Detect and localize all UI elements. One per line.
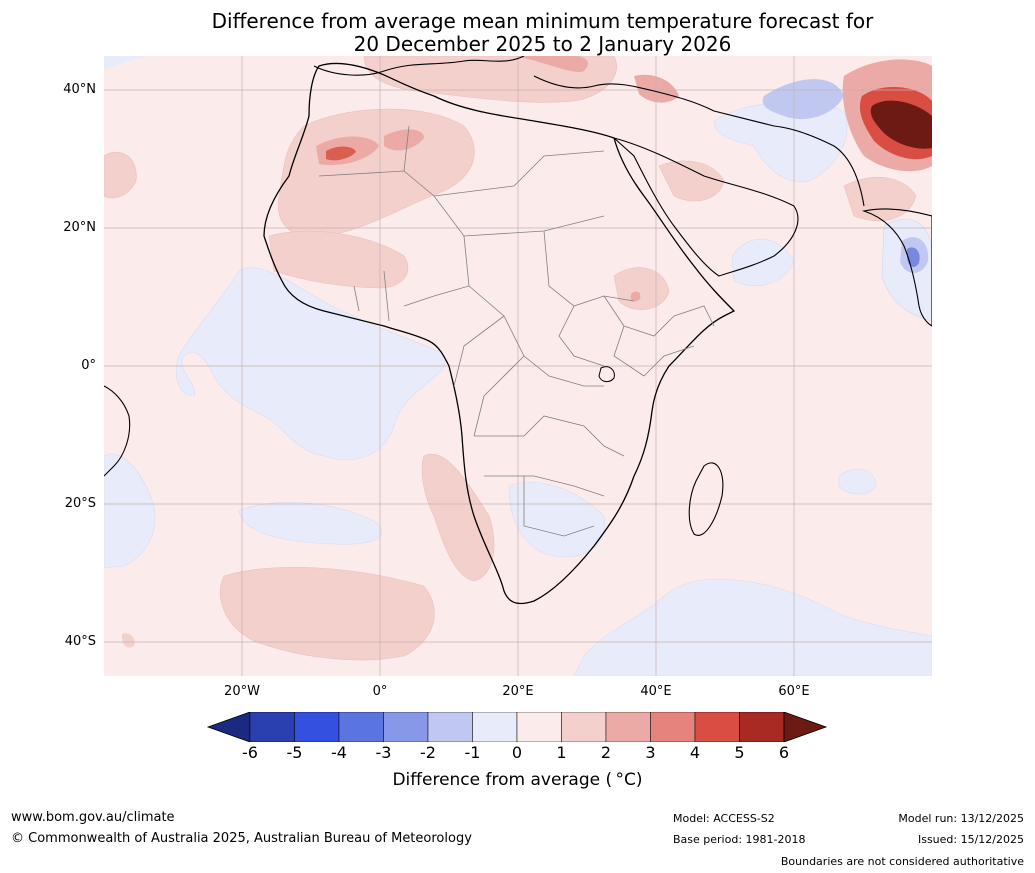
lake-victoria [598,366,615,383]
footer-base-period: Base period: 1981-2018 [673,833,806,846]
warm-anomaly-west-edge [104,151,137,199]
madagascar-outline [688,462,724,536]
colorbar-cell [650,712,696,742]
footer-issued: Issued: 15/12/2025 [917,833,1024,846]
lon-label-60e: 60°E [778,684,810,699]
cool-anomaly-west-edge [104,453,156,569]
colorbar-tick: 4 [689,743,701,762]
colorbar-cell [294,712,340,742]
colorbar-cell [383,712,429,742]
colorbar-tick: 3 [645,743,656,762]
colorbar-tick: 6 [778,743,790,762]
south-america-outline [104,385,131,477]
title-line-2: 20 December 2025 to 2 January 2026 [353,32,732,56]
warm-anomaly-ethiopia [613,267,670,310]
cool-anomaly-atlantic-equatorial [175,267,446,460]
africa-coastline [263,62,736,605]
lat-label-40n: 40°N [63,82,96,97]
warm-anomaly-caucasus [634,74,679,103]
warm-anomaly-iran [843,176,917,222]
warm-anomaly-south-atlantic [220,566,435,661]
warm-anomaly-ethiopia-core [630,291,641,302]
warm-anomaly-mediterranean [363,56,617,103]
colorbar-tick: 1 [556,743,567,762]
colorbar-cell [249,712,295,742]
cool-anomaly-northwest [104,56,154,71]
lat-label-20n: 20°N [63,220,96,235]
cool-anomaly-mozambique [508,481,605,558]
lon-label-20e: 20°E [502,684,534,699]
colorbar-tick: 0 [511,743,523,762]
colorbar-tick: 5 [734,743,745,762]
lon-label-40e: 40°E [640,684,672,699]
colorbar-cell [472,712,518,742]
colorbar-tick: -2 [420,743,436,762]
colorbar-tick: -5 [286,743,303,762]
colorbar-tick: 2 [600,743,612,762]
europe-coastline [313,56,865,207]
colorbar-tick: -3 [375,743,392,762]
warm-anomaly-turkey [514,56,589,73]
arabia-outline [613,137,799,277]
footer-model-run: Model run: 13/12/2025 [898,812,1024,825]
footer-copyright: © Commonwealth of Australia 2025, Austra… [11,831,472,846]
chart-title: Difference from average mean minimum tem… [0,10,1035,56]
colorbar-tick: -1 [464,743,481,762]
colorbar-cell [516,712,562,742]
map-panel [104,56,932,676]
warm-anomaly-morocco-core [326,146,356,161]
cool-anomaly-indian-ocean [838,468,877,495]
lon-label-0: 0° [372,684,388,699]
colorbar-tick: -6 [242,743,258,762]
country-borders [318,125,715,537]
colorbar [206,712,828,742]
lon-label-20w: 20°W [224,684,260,699]
colorbar-cell [739,712,785,742]
cool-anomaly-india-center [907,247,920,267]
cool-anomaly-southern-ocean [573,578,932,676]
colorbar-extend-high [783,712,828,742]
warm-anomaly-west-africa [268,230,409,289]
cool-anomaly-atlantic-south [238,502,383,545]
colorbar-cell [694,712,740,742]
colorbar-cell [561,712,607,742]
warm-anomaly-algeria [384,129,424,151]
colorbar-tick: -4 [331,743,347,762]
india-outline [861,208,932,327]
title-line-1: Difference from average mean minimum tem… [211,9,874,33]
lat-label-40s: 40°S [64,634,96,649]
cool-anomaly-middle-east-core [762,79,844,120]
warm-anomaly-cape [121,633,135,648]
colorbar-extend-low [206,712,251,742]
warm-anomaly-central-asia-core [870,100,932,149]
footer-model: Model: ACCESS-S2 [673,812,775,825]
forecast-map [104,56,932,676]
colorbar-cell [427,712,473,742]
colorbar-label: Difference from average ( °C) [392,770,643,790]
footer-disclaimer: Boundaries are not considered authoritat… [780,855,1024,868]
footer-url[interactable]: www.bom.gov.au/climate [11,810,175,825]
lat-label-0: 0° [81,358,96,373]
warm-anomaly-arabia [658,160,725,202]
warm-anomaly-namibia [421,453,495,582]
graticule [104,56,932,676]
colorbar-cell [605,712,651,742]
colorbar-cell [338,712,384,742]
lat-label-20s: 20°S [64,496,96,511]
